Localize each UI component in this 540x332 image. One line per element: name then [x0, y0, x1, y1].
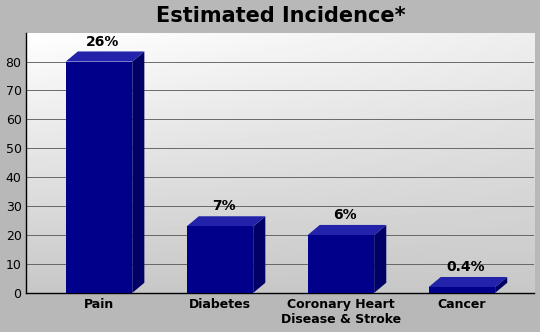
Text: 26%: 26% [86, 35, 119, 48]
Polygon shape [374, 225, 386, 293]
Polygon shape [66, 51, 144, 61]
Text: 0.4%: 0.4% [446, 260, 485, 274]
Title: Estimated Incidence*: Estimated Incidence* [156, 6, 405, 26]
Bar [66, 61, 132, 293]
Bar [308, 235, 374, 293]
Polygon shape [308, 225, 386, 235]
Polygon shape [187, 216, 265, 226]
Text: 7%: 7% [212, 200, 235, 213]
Bar [429, 287, 495, 293]
Polygon shape [429, 277, 507, 287]
Text: 6%: 6% [333, 208, 356, 222]
Polygon shape [132, 51, 144, 293]
Polygon shape [253, 216, 265, 293]
Bar [187, 226, 253, 293]
Polygon shape [495, 277, 507, 293]
